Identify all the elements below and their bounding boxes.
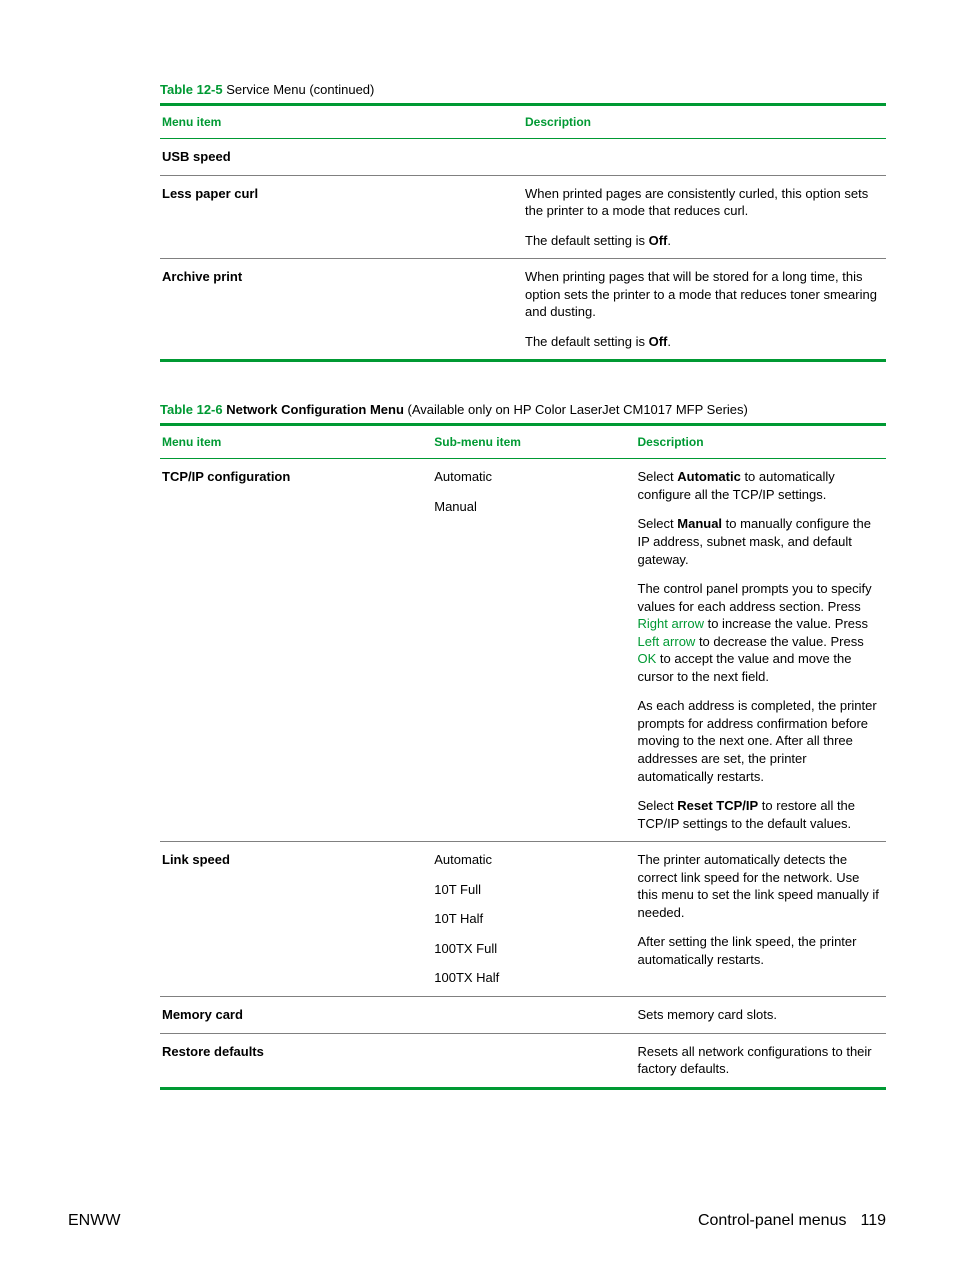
menu-item-cell: Archive print — [160, 259, 523, 361]
menu-item-cell: Memory card — [160, 996, 432, 1033]
table-2-caption-rest: (Available only on HP Color LaserJet CM1… — [404, 402, 748, 417]
desc-p: Select Automatic to automatically config… — [638, 468, 880, 503]
service-menu-table: Menu item Description USB speed Less pap… — [160, 103, 886, 362]
col-header-description: Description — [523, 105, 886, 139]
submenu-value: 100TX Half — [434, 969, 629, 987]
desc-p: When printing pages that will be stored … — [525, 268, 880, 321]
menu-item-cell: TCP/IP configuration — [160, 459, 432, 842]
footer-right: Control-panel menus 119 — [698, 1212, 886, 1230]
description-cell: Resets all network configurations to the… — [636, 1033, 886, 1088]
table-header-row: Menu item Sub-menu item Description — [160, 425, 886, 459]
table-1-caption: Table 12-5 Service Menu (continued) — [160, 82, 886, 97]
desc-p: When printed pages are consistently curl… — [525, 185, 880, 220]
table-row: Link speed Automatic 10T Full 10T Half 1… — [160, 842, 886, 997]
table-1-caption-rest: Service Menu (continued) — [223, 82, 375, 97]
description-cell: The printer automatically detects the co… — [636, 842, 886, 997]
table-row: Restore defaults Resets all network conf… — [160, 1033, 886, 1088]
table-header-row: Menu item Description — [160, 105, 886, 139]
desc-p: Select Manual to manually configure the … — [638, 515, 880, 568]
menu-item-cell: USB speed — [160, 139, 523, 176]
submenu-cell: Automatic Manual — [432, 459, 635, 842]
desc-p: The printer automatically detects the co… — [638, 851, 880, 921]
submenu-value: Manual — [434, 498, 629, 516]
description-cell: When printing pages that will be stored … — [523, 259, 886, 361]
desc-p: The control panel prompts you to specify… — [638, 580, 880, 685]
page-number: 119 — [860, 1212, 886, 1229]
menu-item-cell: Less paper curl — [160, 175, 523, 259]
col-header-submenu: Sub-menu item — [432, 425, 635, 459]
desc-p: As each address is completed, the printe… — [638, 697, 880, 785]
description-cell: Sets memory card slots. — [636, 996, 886, 1033]
col-header-description: Description — [636, 425, 886, 459]
footer-left: ENWW — [68, 1212, 120, 1230]
table-2-caption: Table 12-6 Network Configuration Menu (A… — [160, 402, 886, 417]
desc-p: The default setting is Off. — [525, 333, 880, 351]
submenu-value: Automatic — [434, 851, 629, 869]
description-cell: When printed pages are consistently curl… — [523, 175, 886, 259]
table-2-caption-bold: Network Configuration Menu — [223, 402, 404, 417]
desc-p: After setting the link speed, the printe… — [638, 933, 880, 968]
table-row: Memory card Sets memory card slots. — [160, 996, 886, 1033]
submenu-value: 10T Half — [434, 910, 629, 928]
submenu-cell — [432, 996, 635, 1033]
page-footer: ENWW Control-panel menus 119 — [68, 1212, 886, 1230]
table-row: TCP/IP configuration Automatic Manual Se… — [160, 459, 886, 842]
network-config-table: Menu item Sub-menu item Description TCP/… — [160, 423, 886, 1089]
submenu-value: 100TX Full — [434, 940, 629, 958]
submenu-value: 10T Full — [434, 881, 629, 899]
table-1-label: Table 12-5 — [160, 82, 223, 97]
table-row: USB speed — [160, 139, 886, 176]
table-row: Less paper curl When printed pages are c… — [160, 175, 886, 259]
footer-section: Control-panel menus — [698, 1212, 847, 1229]
submenu-cell: Automatic 10T Full 10T Half 100TX Full 1… — [432, 842, 635, 997]
table-2-label: Table 12-6 — [160, 402, 223, 417]
menu-item-cell: Link speed — [160, 842, 432, 997]
desc-p: Select Reset TCP/IP to restore all the T… — [638, 797, 880, 832]
table-row: Archive print When printing pages that w… — [160, 259, 886, 361]
submenu-value: Automatic — [434, 468, 629, 486]
description-cell: Select Automatic to automatically config… — [636, 459, 886, 842]
submenu-cell — [432, 1033, 635, 1088]
col-header-menuitem: Menu item — [160, 105, 523, 139]
desc-p: Resets all network configurations to the… — [638, 1043, 880, 1078]
description-cell — [523, 139, 886, 176]
document-page: Table 12-5 Service Menu (continued) Menu… — [0, 0, 954, 1270]
desc-p: Sets memory card slots. — [638, 1006, 880, 1024]
menu-item-cell: Restore defaults — [160, 1033, 432, 1088]
col-header-menuitem: Menu item — [160, 425, 432, 459]
desc-p: The default setting is Off. — [525, 232, 880, 250]
